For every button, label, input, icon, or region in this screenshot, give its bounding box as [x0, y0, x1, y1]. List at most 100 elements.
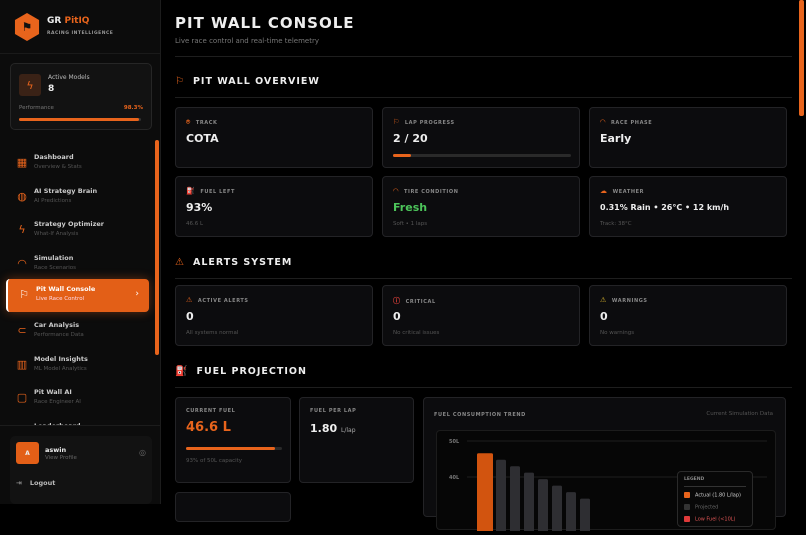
avatar[interactable]: A [16, 442, 39, 464]
overview-card-race-phase: ◠ RACE PHASE Early [589, 107, 787, 168]
fuel-per-lap-label: FUEL PER LAP [310, 408, 357, 414]
overview-title: PIT WALL OVERVIEW [192, 76, 320, 87]
divider [175, 278, 792, 279]
perf-bar-fill [19, 118, 139, 121]
card-icon: ☁ [600, 187, 608, 195]
card-value: 93% [186, 201, 213, 214]
nav-subtitle: Race Engineer AI [34, 399, 81, 406]
card-label: FUEL LEFT [200, 189, 235, 195]
page-subtitle: Live race control and real-time telemetr… [175, 37, 319, 45]
models-value: 8 [48, 84, 55, 94]
fuel-icon: ⛽ [175, 366, 189, 377]
nav-subtitle: Overview & Stats [34, 164, 82, 170]
card-value: Early [600, 132, 632, 145]
sidebar-item-simulation[interactable]: ◠ Simulation Race Scenarios [6, 248, 149, 281]
nav-title: Simulation [34, 253, 74, 262]
card-value: Fresh [393, 201, 428, 214]
fuel-card-extra [175, 492, 291, 522]
divider [175, 56, 792, 57]
grid-icon: ▦ [16, 156, 28, 169]
card-label: LAP PROGRESS [404, 120, 455, 126]
perf-bar [19, 118, 141, 121]
nav-subtitle: Performance Data [34, 332, 84, 338]
sidebar-item-dashboard[interactable]: ▦ Dashboard Overview & Stats [6, 147, 149, 180]
user-settings-icon[interactable]: ◎ [139, 448, 146, 457]
page-title: PIT WALL CONSOLE [175, 14, 355, 32]
logout-icon: ⇥ [16, 479, 22, 487]
alert-icon: ⚠ [186, 296, 193, 304]
alert-card-active-alerts: ⚠ ACTIVE ALERTS 0 All systems normal [175, 285, 373, 346]
card-label: RACE PHASE [610, 120, 653, 126]
logout-button[interactable]: ⇥ Logout [16, 479, 55, 487]
view-profile-link[interactable]: View Profile [45, 455, 77, 461]
nav-subtitle: AI Predictions [34, 197, 72, 204]
bar-chart-icon: ▥ [16, 357, 28, 371]
nav-title: Car Analysis [34, 321, 80, 329]
brain-icon: ◍ [17, 189, 27, 203]
legend-label: Low Fuel (<10L) [695, 516, 736, 523]
legend-label: Actual (1.80 L/lap) [695, 492, 741, 499]
card-note: Track: 38°C [600, 221, 632, 227]
sidebar-item-ai-strategy-brain[interactable]: ◍ AI Strategy Brain AI Predictions [6, 181, 149, 214]
bar-projected [496, 459, 506, 535]
alerts-title: ALERTS SYSTEM [192, 257, 293, 268]
overview-card-tire-condition: ◠ TIRE CONDITION Fresh Soft • 1 laps [382, 176, 580, 237]
section-fuel-title: ⛽ FUEL PROJECTION [175, 366, 307, 377]
bar-projected [566, 492, 576, 535]
active-models-card: ϟ Active Models 8 Performance 98.3% [10, 63, 152, 130]
chart-title: FUEL CONSUMPTION TREND [434, 412, 526, 418]
legend-item-low: Low Fuel (<10L) [684, 516, 736, 523]
current-fuel-note: 93% of 50L capacity [186, 458, 243, 464]
alert-icon: ⓘ [393, 297, 401, 305]
card-label: TIRE CONDITION [403, 189, 459, 195]
fuel-per-lap-unit: L/lap [340, 427, 356, 434]
sidebar-item-strategy-optimizer[interactable]: ϟ Strategy Optimizer What-If Analysis [6, 214, 149, 247]
logo-flag-icon: ⚑ [14, 13, 40, 41]
card-note: No warnings [600, 330, 635, 336]
chart-area: 50L 40L LEGEND Actual (1.80 L/lap) Projec… [436, 430, 776, 535]
card-note: All systems normal [186, 330, 239, 336]
overview-card-lap-progress: ⚐ LAP PROGRESS 2 / 20 [382, 107, 580, 168]
bar-projected [510, 466, 520, 535]
models-label: Active Models [48, 74, 90, 81]
nav-subtitle: ML Model Analytics [34, 365, 87, 372]
fuel-trend-chart-card: FUEL CONSUMPTION TREND Current Simulatio… [423, 397, 786, 535]
sidebar-item-pit-wall-ai[interactable]: ▢ Pit Wall AI Race Engineer AI [6, 382, 149, 415]
sidebar-item-pit-wall-console[interactable]: ⚐ Pit Wall Console Live Race Control › [6, 279, 149, 312]
flag-icon: ⚐ [19, 288, 29, 301]
sidebar-item-model-insights[interactable]: ▥ Model Insights ML Model Analytics [6, 349, 149, 382]
card-icon: ⚐ [393, 118, 400, 126]
overview-card-weather: ☁ WEATHER 0.31% Rain • 26°C • 12 km/h Track… [589, 176, 787, 237]
overview-card-track: ⌾ TRACK COTA [175, 107, 373, 168]
chevron-right-icon: › [135, 289, 139, 299]
lap-progress-bar [393, 154, 571, 157]
bolt-icon: ϟ [19, 74, 41, 96]
current-fuel-label: CURRENT FUEL [186, 408, 236, 414]
user-card: A aswin View Profile ◎ ⇥ Logout [10, 436, 152, 504]
gauge-icon: ◠ [17, 256, 27, 270]
legend-item-actual: Actual (1.80 L/lap) [684, 492, 741, 499]
sidebar-item-car-analysis[interactable]: ⊂ Car Analysis Performance Data [6, 315, 149, 348]
nav-title: Pit Wall Console [36, 285, 96, 293]
main-scrollbar[interactable] [799, 0, 804, 116]
card-label: TRACK [195, 120, 218, 126]
perf-label: Performance [19, 105, 54, 111]
alert-icon: ⚠ [600, 296, 607, 304]
user-name[interactable]: aswin [45, 446, 67, 454]
y-tick-label: 40L [449, 475, 460, 481]
sidebar-scrollbar[interactable] [155, 140, 159, 355]
nav-title: AI Strategy Brain [34, 186, 98, 195]
nav-subtitle: Live Race Control [36, 296, 85, 302]
brand-b: PitIQ [64, 16, 90, 26]
current-fuel-value: 46.6 L [186, 420, 231, 435]
bolt-icon: ϟ [18, 223, 26, 237]
chart-subtitle: Current Simulation Data [706, 411, 773, 417]
legend-item-projected: Projected [684, 504, 718, 511]
flag-icon: ⚐ [175, 76, 185, 87]
perf-value: 98.3% [123, 105, 143, 111]
fuel-per-lap-value: 1.80 [310, 422, 338, 435]
card-label: ACTIVE ALERTS [197, 298, 249, 304]
fuel-bar [186, 447, 282, 450]
card-label: WEATHER [612, 189, 645, 195]
bar-projected [538, 479, 548, 535]
